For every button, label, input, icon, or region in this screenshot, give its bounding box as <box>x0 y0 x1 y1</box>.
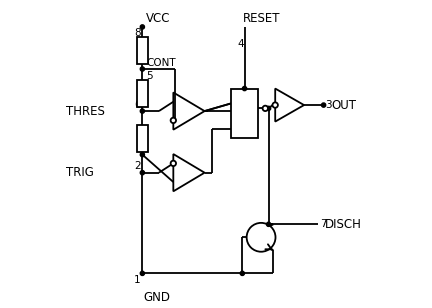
Circle shape <box>240 271 245 275</box>
Text: R: R <box>241 103 248 113</box>
Circle shape <box>273 102 278 108</box>
Text: 6: 6 <box>134 99 141 110</box>
Text: 5: 5 <box>146 71 152 80</box>
Bar <box>231 88 258 138</box>
Circle shape <box>247 223 276 252</box>
Text: 2: 2 <box>134 161 141 171</box>
Circle shape <box>263 106 268 111</box>
Text: THRES: THRES <box>66 105 105 118</box>
Text: OUT: OUT <box>331 99 356 111</box>
Circle shape <box>140 171 144 175</box>
Text: RESET: RESET <box>243 11 280 25</box>
Circle shape <box>171 118 176 123</box>
Text: 4: 4 <box>237 39 244 49</box>
Circle shape <box>321 103 326 107</box>
Bar <box>137 38 148 64</box>
Circle shape <box>171 161 176 166</box>
Text: CONT: CONT <box>146 58 175 67</box>
Text: 3: 3 <box>325 100 332 110</box>
Text: 8: 8 <box>134 28 141 38</box>
Bar <box>137 125 148 152</box>
Text: R1: R1 <box>238 91 251 102</box>
Text: 1: 1 <box>134 275 141 285</box>
Text: S: S <box>241 122 248 132</box>
Text: VCC: VCC <box>146 12 171 26</box>
Circle shape <box>140 152 144 157</box>
Circle shape <box>267 106 271 111</box>
Text: DISCH: DISCH <box>325 218 362 231</box>
Text: TRIG: TRIG <box>66 166 94 179</box>
Text: 7: 7 <box>320 219 326 229</box>
Text: GND: GND <box>144 291 171 304</box>
Circle shape <box>267 222 271 226</box>
Circle shape <box>140 271 144 275</box>
Circle shape <box>140 67 144 71</box>
Circle shape <box>140 109 144 113</box>
Circle shape <box>140 25 144 29</box>
Circle shape <box>242 87 247 91</box>
Bar <box>137 79 148 107</box>
